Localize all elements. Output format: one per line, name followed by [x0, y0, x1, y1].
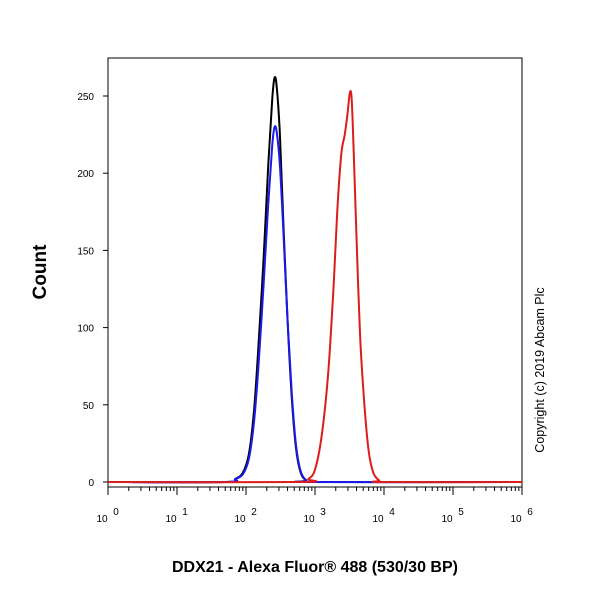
- x-tick-exponent: 4: [389, 507, 395, 518]
- y-axis-ticks: 0 50 100 150 200 250: [77, 92, 108, 489]
- x-tick-exponent: 5: [458, 507, 464, 518]
- y-axis-title: Count: [30, 244, 51, 300]
- x-tick-label: 10: [372, 514, 384, 525]
- y-tick-label: 0: [88, 478, 94, 489]
- x-tick-label: 10: [510, 514, 522, 525]
- series-layer: [107, 76, 523, 484]
- x-axis-ticks: 10 0 10 1 10 2 10 3 10 4 10 5 10 6: [96, 487, 533, 525]
- x-axis-title: DDX21 - Alexa Fluor® 488 (530/30 BP): [172, 559, 458, 576]
- x-tick-label: 10: [441, 514, 453, 525]
- histogram-series-0: [107, 76, 523, 484]
- y-tick-label: 250: [77, 92, 94, 103]
- x-tick-exponent: 2: [251, 507, 257, 518]
- x-tick-exponent: 3: [320, 507, 326, 518]
- y-tick-label: 150: [77, 246, 94, 257]
- x-tick-label: 10: [234, 514, 246, 525]
- histogram-series-1: [107, 125, 523, 484]
- copyright-notice: Copyright (c) 2019 Abcam Plc: [533, 287, 547, 452]
- x-tick-exponent: 0: [113, 507, 119, 518]
- x-tick-label: 10: [303, 514, 315, 525]
- y-tick-label: 50: [83, 401, 95, 412]
- histogram-series-2: [107, 90, 523, 484]
- x-tick-label: 10: [96, 514, 108, 525]
- x-tick-label: 10: [165, 514, 177, 525]
- y-tick-label: 200: [77, 169, 94, 180]
- y-tick-label: 100: [77, 324, 94, 335]
- x-tick-exponent: 6: [527, 507, 533, 518]
- plot-frame: [107, 57, 523, 488]
- x-tick-exponent: 1: [182, 507, 188, 518]
